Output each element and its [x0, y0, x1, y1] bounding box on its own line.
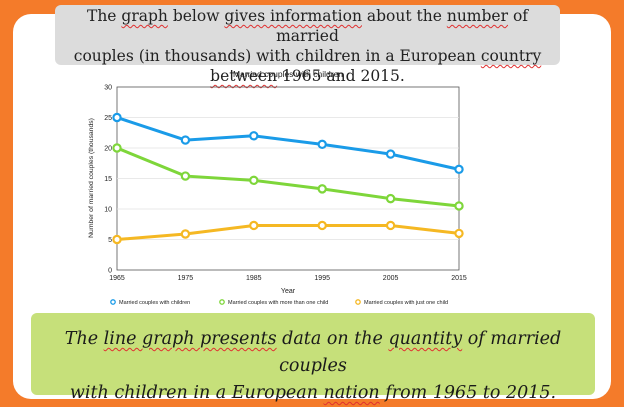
data-point	[249, 220, 259, 231]
answer-text: The line graph presents data on the quan…	[31, 313, 595, 403]
legend-label: Married couples with just one child	[364, 300, 448, 306]
y-tick-label: 15	[104, 176, 112, 183]
prompt-text: about the	[361, 7, 447, 25]
y-tick-label: 0	[108, 268, 112, 275]
data-point	[180, 135, 191, 145]
data-point	[385, 193, 396, 204]
data-point	[454, 164, 464, 175]
answer-text-segment: data on the	[276, 329, 389, 349]
x-tick-label: 1995	[314, 275, 330, 282]
data-point	[385, 149, 396, 159]
prompt-text: below	[167, 7, 225, 25]
prompt-text: between	[210, 67, 278, 85]
legend-label: Married couples with children	[119, 300, 190, 306]
y-axis-label: Number of married couples (thousands)	[88, 118, 95, 238]
legend-label: Married couples with more than one child	[228, 300, 328, 306]
data-point	[317, 139, 327, 150]
answer-text-segment: line graph presents	[103, 329, 277, 349]
answer-text-segment: nation	[323, 383, 380, 403]
prompt-text: couples (in thousands) with children in …	[73, 47, 481, 65]
prompt-text: country	[480, 47, 542, 65]
y-tick-label: 20	[104, 146, 112, 153]
legend-marker	[110, 299, 116, 305]
answer-text-segment: of married couples	[279, 329, 562, 376]
x-tick-label: 2005	[383, 275, 399, 282]
data-point	[112, 112, 122, 123]
data-point	[112, 234, 122, 245]
y-tick-label: 25	[104, 115, 112, 122]
x-tick-label: 1965	[109, 275, 125, 282]
prompt-text: number	[446, 7, 509, 25]
x-tick-label: 1975	[178, 275, 194, 282]
data-point	[317, 220, 327, 231]
series-line-1	[116, 116, 460, 171]
chart-title: Married couples with children	[233, 69, 343, 79]
task-prompt: The graph below gives information about …	[55, 5, 560, 85]
x-tick-label: 2015	[451, 275, 467, 282]
prompt-text: 1965 and 2015.	[277, 67, 405, 85]
x-axis-label: Year	[281, 288, 296, 295]
x-tick-label: 1985	[246, 275, 262, 282]
data-point	[180, 171, 191, 181]
data-point	[454, 228, 464, 239]
legend-marker	[355, 299, 361, 305]
answer-text-segment: from 1965 to 2015.	[379, 383, 557, 403]
answer-text-segment: quantity	[388, 329, 463, 349]
data-point	[454, 201, 464, 211]
series-line-3	[116, 223, 460, 241]
data-point	[112, 143, 122, 153]
answer-text-segment: with children in a European	[69, 383, 324, 403]
data-point	[249, 131, 259, 141]
data-point	[180, 229, 191, 239]
prompt-text: The	[86, 7, 122, 25]
y-tick-label: 5	[108, 237, 112, 244]
y-tick-label: 30	[104, 85, 112, 92]
prompt-text: graph	[121, 7, 168, 25]
answer-text-segment: The	[64, 329, 104, 349]
data-point	[385, 220, 396, 231]
data-point	[249, 175, 259, 186]
legend-marker	[219, 299, 225, 305]
series-line-2	[116, 146, 460, 208]
data-point	[317, 184, 327, 194]
prompt-text: of married	[276, 7, 529, 45]
prompt-text: gives information	[224, 7, 362, 25]
y-tick-label: 10	[104, 207, 112, 214]
